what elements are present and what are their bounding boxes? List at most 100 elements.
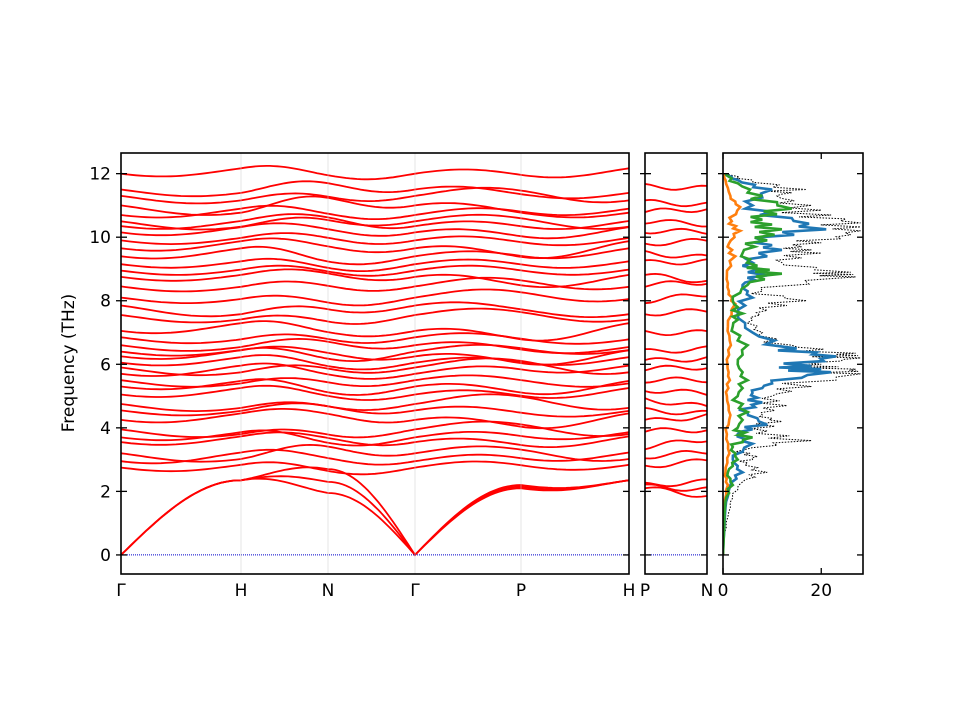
optical-band-20 bbox=[121, 307, 629, 325]
pn-band-2 bbox=[645, 478, 707, 488]
optical-band-36 bbox=[121, 180, 629, 200]
pn-y-ticks bbox=[640, 173, 707, 556]
optical-band-23 bbox=[121, 276, 629, 293]
pn-x-tick-label-0: P bbox=[640, 581, 650, 601]
pn-band-22 bbox=[645, 237, 707, 247]
dos-x-tick-label-20: 20 bbox=[810, 581, 832, 601]
x-tick-label-4: P bbox=[516, 581, 526, 601]
optical-band-24 bbox=[121, 268, 629, 288]
band-structure-panel: 0 2 4 6 8 10 12 Γ H N Γ P H bbox=[89, 152, 635, 601]
optical-band-31 bbox=[121, 213, 629, 230]
optical-band-2 bbox=[121, 443, 629, 463]
pn-band-25 bbox=[645, 207, 707, 214]
y-tick-label-6: 6 bbox=[100, 355, 111, 375]
optical-band-37 bbox=[121, 165, 629, 181]
pn-band-13 bbox=[645, 356, 707, 363]
y-axis-title: Frequency (THz) bbox=[59, 294, 79, 433]
optical-band-4 bbox=[121, 429, 629, 447]
optical-band-0 bbox=[121, 460, 629, 476]
optical-band-17 bbox=[121, 337, 629, 355]
pn-band-19 bbox=[645, 272, 707, 284]
dos-projected-2 bbox=[723, 173, 744, 555]
optical-band-30 bbox=[121, 222, 629, 240]
pn-band-12 bbox=[645, 364, 707, 372]
pn-band-24 bbox=[645, 219, 707, 228]
pn-band-26 bbox=[645, 198, 707, 208]
dos-x-ticks: 0 20 bbox=[718, 153, 832, 601]
optical-band-11 bbox=[121, 374, 629, 388]
dos-lines bbox=[723, 172, 861, 555]
optical-band-6 bbox=[121, 408, 629, 430]
pn-band-11 bbox=[645, 376, 707, 384]
x-tick-label-2: N bbox=[322, 581, 335, 601]
dos-projected-1 bbox=[723, 173, 837, 555]
dos-y-ticks bbox=[718, 173, 863, 556]
y-tick-label-4: 4 bbox=[100, 419, 111, 439]
optical-band-32 bbox=[121, 213, 629, 231]
optical-band-33 bbox=[121, 204, 629, 220]
pn-band-20 bbox=[645, 258, 707, 266]
pn-band-0 bbox=[645, 486, 707, 498]
y-tick-label-8: 8 bbox=[100, 292, 111, 312]
pn-band-15 bbox=[645, 329, 707, 337]
pn-band-27 bbox=[645, 183, 707, 191]
pn-band-16 bbox=[645, 308, 707, 317]
dos-panel: 0 20 bbox=[718, 152, 864, 601]
acoustic-branch-2 bbox=[121, 466, 629, 557]
optical-band-12 bbox=[121, 362, 629, 380]
x-tick-label-5: H bbox=[623, 581, 636, 601]
pn-band-9 bbox=[645, 397, 707, 407]
pn-band-5 bbox=[645, 439, 707, 451]
optical-band-34 bbox=[121, 195, 629, 219]
high-symmetry-lines bbox=[240, 153, 522, 574]
optical-band-19 bbox=[121, 320, 629, 342]
panel2-frame bbox=[644, 152, 708, 575]
optical-band-18 bbox=[121, 332, 629, 345]
pn-band-lines bbox=[645, 183, 707, 556]
y-tick-label-12: 12 bbox=[89, 165, 111, 185]
y-tick-label-10: 10 bbox=[89, 228, 111, 248]
pn-band-14 bbox=[645, 345, 707, 354]
pn-band-10 bbox=[645, 388, 707, 396]
optical-band-35 bbox=[121, 186, 629, 205]
pn-x-tick-label-1: N bbox=[701, 581, 714, 601]
pn-band-7 bbox=[645, 413, 707, 422]
panel3-frame bbox=[722, 152, 864, 575]
x-tick-label-0: Γ bbox=[116, 581, 126, 601]
optical-band-29 bbox=[121, 232, 629, 247]
optical-band-22 bbox=[121, 288, 629, 307]
dos-x-tick-label-0: 0 bbox=[718, 581, 729, 601]
optical-band-10 bbox=[121, 378, 629, 396]
pn-band-6 bbox=[645, 427, 707, 434]
optical-band-26 bbox=[121, 257, 629, 272]
y-tick-label-2: 2 bbox=[100, 482, 111, 502]
x-tick-label-3: Γ bbox=[410, 581, 420, 601]
optical-band-7 bbox=[121, 402, 629, 418]
optical-band-21 bbox=[121, 301, 629, 318]
x-tick-label-1: H bbox=[235, 581, 248, 601]
panel1-frame bbox=[120, 152, 630, 575]
optical-band-9 bbox=[121, 384, 629, 401]
pn-band-3 bbox=[645, 458, 707, 469]
optical-band-27 bbox=[121, 245, 629, 266]
optical-band-5 bbox=[121, 420, 629, 439]
dos-total bbox=[723, 173, 861, 555]
y-ticks: 0 2 4 6 8 10 12 bbox=[89, 165, 629, 566]
pn-band-8 bbox=[645, 407, 707, 416]
pn-band-23 bbox=[645, 227, 707, 235]
optical-band-25 bbox=[121, 264, 629, 277]
pn-band-4 bbox=[645, 449, 707, 460]
pn-band-17 bbox=[645, 293, 707, 305]
y-tick-label-0: 0 bbox=[100, 546, 111, 566]
pn-band-18 bbox=[645, 280, 707, 288]
acoustic-branch-0 bbox=[121, 477, 629, 557]
optical-band-1 bbox=[121, 448, 629, 466]
optical-band-28 bbox=[121, 237, 629, 259]
band-lines bbox=[121, 165, 629, 557]
pn-band-21 bbox=[645, 250, 707, 259]
optical-band-8 bbox=[121, 393, 629, 413]
